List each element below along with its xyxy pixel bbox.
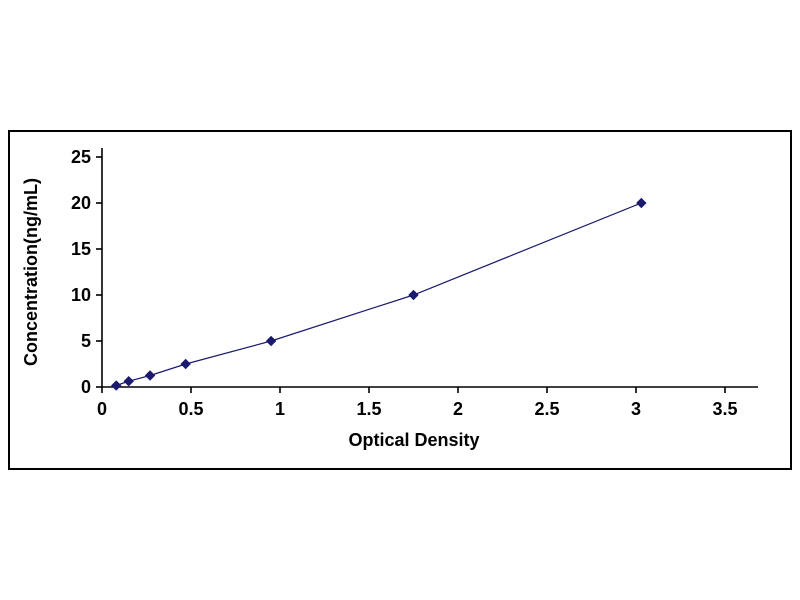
data-point-marker <box>636 197 647 209</box>
data-point-marker <box>265 335 277 347</box>
y-tick-label: 10 <box>71 285 91 305</box>
y-tick-label: 20 <box>71 193 91 213</box>
data-point-marker <box>408 289 419 301</box>
x-tick-label: 0.5 <box>178 399 203 419</box>
x-tick-label: 3.5 <box>712 399 737 419</box>
data-point-marker <box>123 375 134 387</box>
x-tick-label: 2.5 <box>534 399 559 419</box>
plot-svg: Concentration(ng/mL) Optical Density 0 0.… <box>21 147 758 450</box>
data-point-marker <box>144 370 156 381</box>
data-point-marker <box>180 358 191 370</box>
y-axis-title: Concentration(ng/mL) <box>21 178 41 366</box>
x-tick-label: 1.5 <box>356 399 381 419</box>
x-axis-title: Optical Density <box>348 430 479 450</box>
plot-layer: 0 0.5 1 1.5 2 2.5 3 3.5 0 5 10 15 20 25 <box>71 147 758 419</box>
x-tick-label: 1 <box>275 399 285 419</box>
x-tick-label: 0 <box>97 399 107 419</box>
data-point-marker <box>111 380 122 391</box>
x-tick-label: 2 <box>453 399 463 419</box>
y-tick-label: 0 <box>81 377 91 397</box>
chart-figure: Concentration(ng/mL) Optical Density 0 0.… <box>8 130 792 470</box>
x-tick-label: 3 <box>631 399 641 419</box>
y-tick-label: 5 <box>81 331 91 351</box>
y-tick-label: 15 <box>71 239 91 259</box>
series-line <box>116 202 642 387</box>
y-tick-label: 25 <box>71 147 91 167</box>
